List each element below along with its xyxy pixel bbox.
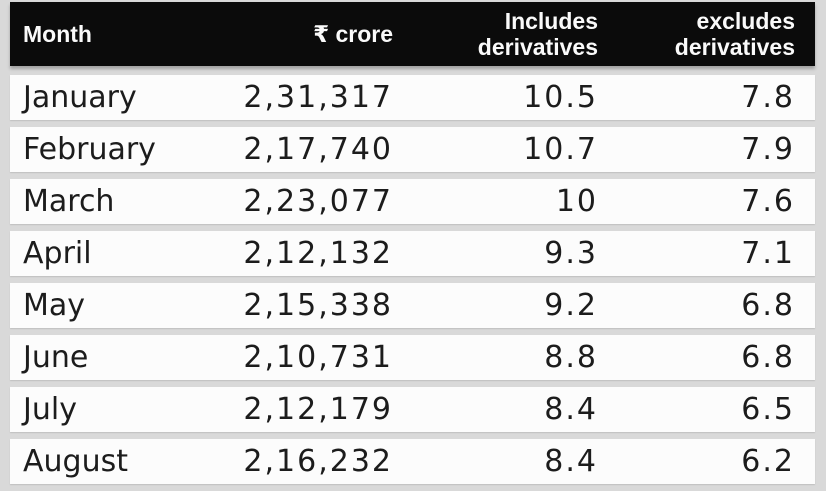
month-cell: August (23, 444, 128, 479)
header-includes-derivatives: Includes derivatives (393, 8, 598, 60)
month-cell: June (23, 340, 89, 375)
table-row-february: February 2,17,740 10.7 7.9 (10, 127, 815, 172)
crore-cell: 2,31,317 (243, 80, 393, 115)
excludes-cell: 6.5 (741, 392, 795, 427)
includes-cell: 10.5 (523, 80, 598, 115)
table-row-march: March 2,23,077 10 7.6 (10, 179, 815, 224)
month-cell: May (23, 288, 86, 323)
header-excludes-line1: excludes (696, 8, 795, 34)
header-month: Month (23, 20, 92, 47)
includes-cell: 8.4 (544, 444, 598, 479)
month-cell: February (23, 132, 156, 167)
includes-cell: 8.8 (544, 340, 598, 375)
crore-cell: 2,23,077 (243, 184, 393, 219)
includes-cell: 10 (555, 184, 598, 219)
includes-cell: 9.3 (544, 236, 598, 271)
excludes-cell: 6.8 (741, 340, 795, 375)
excludes-cell: 6.2 (741, 444, 795, 479)
excludes-cell: 7.8 (741, 80, 795, 115)
month-cell: March (23, 184, 115, 219)
header-excludes-line2: derivatives (674, 34, 795, 60)
excludes-cell: 6.8 (741, 288, 795, 323)
monthly-derivatives-table: Month ₹ crore Includes derivatives exclu… (10, 2, 815, 491)
includes-cell: 8.4 (544, 392, 598, 427)
month-cell: July (23, 392, 77, 427)
header-includes-line1: Includes (504, 8, 598, 34)
table-row-june: June 2,10,731 8.8 6.8 (10, 335, 815, 380)
includes-cell: 9.2 (544, 288, 598, 323)
crore-cell: 2,15,338 (243, 288, 393, 323)
crore-cell: 2,12,132 (243, 236, 393, 271)
table-row-july: July 2,12,179 8.4 6.5 (10, 387, 815, 432)
header-includes-line2: derivatives (477, 34, 598, 60)
crore-cell: 2,17,740 (243, 132, 393, 167)
month-cell: April (23, 236, 92, 271)
includes-cell: 10.7 (523, 132, 598, 167)
header-crore: ₹ crore (313, 20, 393, 47)
table-row-may: May 2,15,338 9.2 6.8 (10, 283, 815, 328)
table-row-august: August 2,16,232 8.4 6.2 (10, 439, 815, 484)
crore-cell: 2,12,179 (243, 392, 393, 427)
excludes-cell: 7.9 (741, 132, 795, 167)
table-header-row: Month ₹ crore Includes derivatives exclu… (10, 2, 815, 66)
excludes-cell: 7.1 (741, 236, 795, 271)
excludes-cell: 7.6 (741, 184, 795, 219)
table-row-january: January 2,31,317 10.5 7.8 (10, 75, 815, 120)
crore-cell: 2,16,232 (243, 444, 393, 479)
crore-cell: 2,10,731 (243, 340, 393, 375)
table-row-april: April 2,12,132 9.3 7.1 (10, 231, 815, 276)
month-cell: January (23, 80, 137, 115)
header-excludes-derivatives: excludes derivatives (598, 8, 815, 60)
